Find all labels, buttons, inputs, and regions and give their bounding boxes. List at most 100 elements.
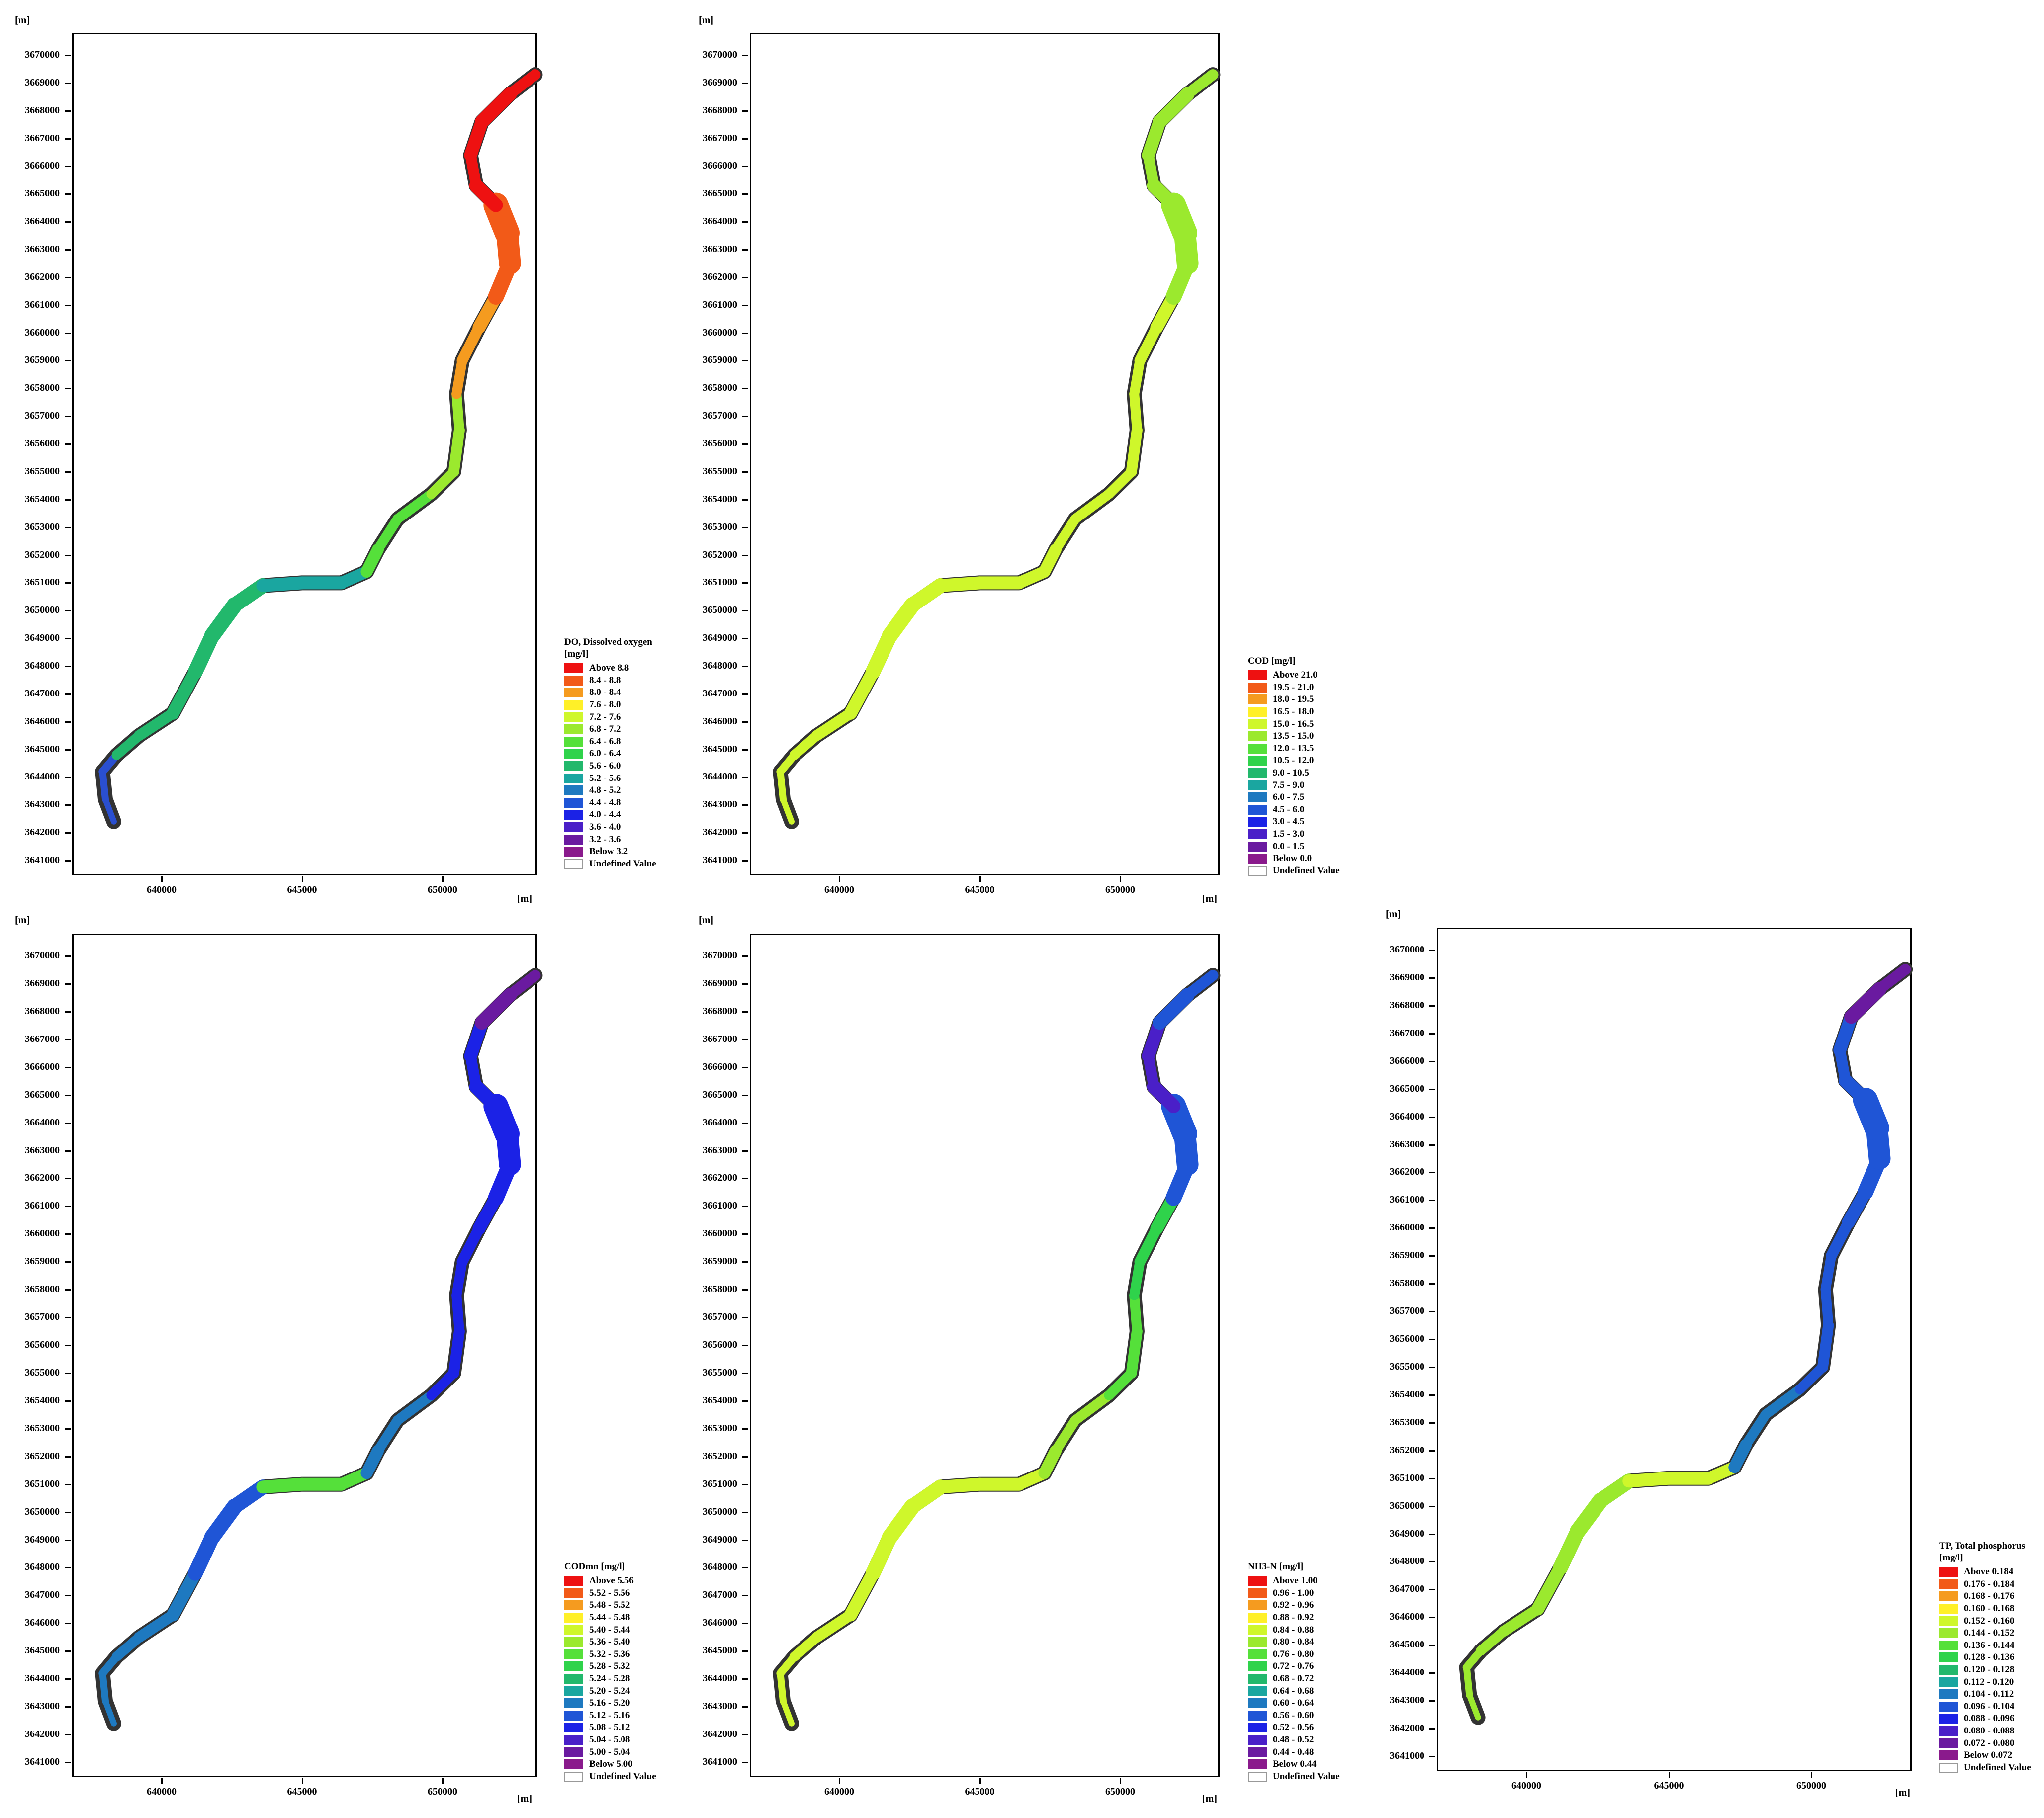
- y-tick-label: 3666000: [0, 1061, 71, 1073]
- legend-label: 19.5 - 21.0: [1273, 682, 1314, 693]
- legend-swatch: [1939, 1665, 1958, 1675]
- legend-label: 0.88 - 0.92: [1273, 1612, 1314, 1623]
- y-tick-label: 3653000: [678, 521, 748, 533]
- river-segment: [1466, 1692, 1481, 1721]
- legend-label: 6.0 - 6.4: [589, 748, 621, 759]
- legend-swatch: [1248, 1723, 1267, 1733]
- river-segment: [1463, 1664, 1473, 1699]
- legend-swatch: [564, 1613, 583, 1623]
- river-segment: [1153, 87, 1195, 129]
- y-tick-label: 3651000: [0, 577, 71, 588]
- legend: COD [mg/l] Above 21.0 19.5 - 21.0 18.0 - 19…: [1248, 655, 1340, 877]
- y-tick-label: 3662000: [0, 1172, 71, 1184]
- y-tick-label: 3649000: [678, 632, 748, 644]
- legend-entry: 0.0 - 1.5: [1248, 840, 1340, 853]
- y-tick-label: 3670000: [0, 950, 71, 961]
- x-unit-label: [m]: [1895, 1787, 1910, 1798]
- y-tick-label: 3644000: [678, 1673, 748, 1684]
- y-tick-label: 3648000: [1365, 1556, 1435, 1567]
- legend-swatch: [564, 1735, 583, 1745]
- y-tick-label: 3670000: [0, 49, 71, 61]
- legend-entry: 15.0 - 16.5: [1248, 718, 1340, 730]
- river-segment: [1129, 1257, 1145, 1300]
- legend-swatch: [1939, 1640, 1958, 1650]
- legend-entry: 18.0 - 19.5: [1248, 693, 1340, 706]
- y-tick-label: 3669000: [0, 978, 71, 989]
- river-segment: [1182, 970, 1219, 1001]
- river-segment: [166, 665, 202, 720]
- y-tick-label: 3659000: [0, 354, 71, 366]
- river-segment: [451, 389, 464, 435]
- legend: CODmn [mg/l] Above 5.56 5.52 - 5.56 5.48 - …: [564, 1561, 656, 1783]
- legend-entry: 5.00 - 5.04: [564, 1746, 656, 1758]
- legend-swatch: [1939, 1579, 1958, 1589]
- legend-entry: 0.176 - 0.184: [1939, 1578, 2031, 1591]
- legend-swatch: [564, 712, 583, 722]
- y-tick-label: 3651000: [678, 1478, 748, 1490]
- y-tick-label: 3647000: [678, 1589, 748, 1601]
- y-tick-label: 3660000: [678, 327, 748, 339]
- legend-swatch: [564, 785, 583, 796]
- y-tick-label: 3655000: [0, 466, 71, 477]
- x-tick-label: 640000: [804, 876, 874, 896]
- legend-entry: Below 3.2: [564, 846, 656, 858]
- y-tick-label: 3644000: [0, 771, 71, 782]
- y-tick-label: 3657000: [0, 410, 71, 422]
- legend-label: 10.5 - 12.0: [1273, 755, 1314, 766]
- y-tick-label: 3659000: [0, 1256, 71, 1267]
- legend-entry: 0.68 - 0.72: [1248, 1673, 1340, 1685]
- river-segment: [811, 1609, 856, 1643]
- y-tick-label: 3647000: [0, 688, 71, 699]
- y-tick-label: 3646000: [678, 716, 748, 727]
- legend-swatch: [1248, 707, 1267, 717]
- legend-entry: 12.0 - 13.5: [1248, 743, 1340, 755]
- river-segment: [1761, 1384, 1805, 1420]
- y-tick-label: 3665000: [1365, 1083, 1435, 1095]
- legend-label: 5.32 - 5.36: [589, 1648, 630, 1659]
- x-tick-label: 645000: [267, 876, 337, 896]
- legend-swatch: [1248, 694, 1267, 705]
- legend-swatch: [1248, 1576, 1267, 1586]
- legend-entry: 4.5 - 6.0: [1248, 804, 1340, 816]
- y-tick-label: 3643000: [0, 799, 71, 810]
- y-tick-label: 3655000: [1365, 1361, 1435, 1373]
- y-tick-label: 3665000: [678, 188, 748, 199]
- x-tick-label: 645000: [1634, 1772, 1704, 1792]
- legend-label: 4.5 - 6.0: [1273, 804, 1305, 815]
- legend-entry: Undefined Value: [564, 1771, 656, 1783]
- legend: TP, Total phosphorus [mg/l] Above 0.184 0.1…: [1939, 1540, 2031, 1774]
- legend-entry: 10.5 - 12.0: [1248, 755, 1340, 767]
- y-tick-label: 3651000: [1365, 1472, 1435, 1484]
- y-tick-label: 3646000: [678, 1617, 748, 1629]
- legend-swatch: [564, 834, 583, 845]
- legend-entry: 0.152 - 0.160: [1939, 1615, 2031, 1627]
- legend-swatch: [1248, 854, 1267, 864]
- legend-entry: 9.0 - 10.5: [1248, 767, 1340, 779]
- river-segment: [1129, 1290, 1142, 1337]
- legend-entry: 0.76 - 0.80: [1248, 1648, 1340, 1661]
- legend-entry: 5.16 - 5.20: [564, 1697, 656, 1710]
- legend-swatch: [564, 1625, 583, 1635]
- legend-unit: [mg/l]: [1939, 1553, 1963, 1563]
- y-tick-label: 3645000: [678, 744, 748, 755]
- legend-label: 5.20 - 5.24: [589, 1685, 630, 1696]
- legend-entry: 6.4 - 6.8: [564, 736, 656, 748]
- legend-entry: 0.072 - 0.080: [1939, 1737, 2031, 1749]
- legend-label: 5.36 - 5.40: [589, 1637, 630, 1647]
- legend-entry: 0.56 - 0.60: [1248, 1710, 1340, 1722]
- legend-swatch: [564, 1637, 583, 1647]
- legend-label: Undefined Value: [1273, 865, 1340, 876]
- x-tick-label: 650000: [1085, 876, 1155, 896]
- river-segment: [777, 1670, 787, 1705]
- legend-swatch: [564, 724, 583, 735]
- y-tick-label: 3668000: [678, 105, 748, 116]
- y-tick-label: 3651000: [0, 1478, 71, 1490]
- y-tick-label: 3650000: [678, 1506, 748, 1518]
- y-unit-label: [m]: [699, 15, 713, 26]
- legend-label: 16.5 - 18.0: [1273, 706, 1314, 717]
- legend-entry: Below 0.0: [1248, 853, 1340, 865]
- river-segment: [256, 1477, 309, 1494]
- river-segment: [777, 768, 787, 803]
